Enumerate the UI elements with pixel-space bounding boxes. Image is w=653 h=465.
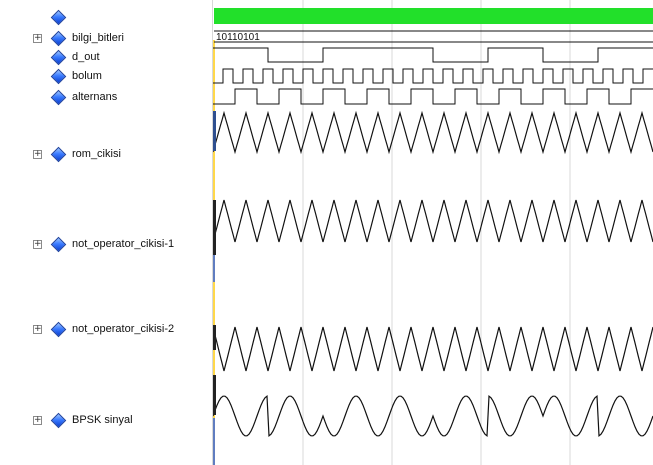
signal-name: not_operator_cikisi-1	[72, 238, 175, 250]
marker-bar	[213, 200, 216, 255]
signal-icon	[50, 30, 67, 47]
signal-row-not-operator-cikisi-1[interactable]: + not_operator_cikisi-1	[0, 236, 213, 253]
bilgi-bitleri-bus: 10110101	[214, 30, 653, 43]
signal-row-d-out[interactable]: d_out	[0, 49, 213, 66]
signal-name: d_out	[72, 51, 100, 63]
bus-value-text: 10110101	[216, 32, 260, 43]
wave-canvas[interactable]: 10110101	[213, 0, 653, 465]
signal-icon	[50, 9, 67, 26]
expand-icon[interactable]: +	[33, 33, 42, 43]
signal-icon	[50, 412, 67, 429]
d-out-wave	[213, 47, 653, 63]
signal-icon	[50, 321, 67, 338]
signal-icon	[50, 146, 67, 163]
expand-icon[interactable]: +	[33, 149, 42, 159]
signal-icon	[50, 89, 67, 106]
signal-icon	[50, 49, 67, 66]
not-operator-cikisi-1-wave	[213, 199, 653, 243]
signal-name: bolum	[72, 70, 102, 82]
signal-name: not_operator_cikisi-2	[72, 323, 175, 335]
signal-row-bilgi-bitleri[interactable]: + bilgi_bitleri	[0, 30, 213, 47]
marker-bar	[213, 111, 216, 151]
bpsk-sinyal-wave	[213, 394, 653, 438]
signal-icon	[50, 236, 67, 253]
marker-bar	[213, 375, 216, 415]
expand-icon[interactable]: +	[33, 415, 42, 425]
not-operator-cikisi-2-wave	[213, 326, 653, 372]
top-signal-bar	[214, 8, 653, 24]
signal-name: bilgi_bitleri	[72, 32, 124, 44]
marker-bar	[213, 325, 216, 350]
alternans-wave	[213, 88, 653, 105]
expand-icon[interactable]: +	[33, 239, 42, 249]
signal-row-alternans[interactable]: alternans	[0, 89, 213, 106]
signal-icon	[50, 68, 67, 85]
signal-row-bpsk-sinyal[interactable]: + BPSK sinyal	[0, 412, 213, 429]
signal-name: rom_cikisi	[72, 148, 121, 160]
signal-row-not-operator-cikisi-2[interactable]: + not_operator_cikisi-2	[0, 321, 213, 338]
signal-list: + bilgi_bitleri d_out bolum alternans + …	[0, 0, 213, 465]
expand-icon[interactable]: +	[33, 324, 42, 334]
bolum-wave	[213, 68, 653, 84]
wave-window[interactable]: 10110101	[213, 0, 653, 465]
rom-cikisi-wave	[213, 110, 653, 155]
signal-row-rom-cikisi[interactable]: + rom_cikisi	[0, 146, 213, 163]
signal-row-top[interactable]	[0, 9, 213, 26]
signal-name: BPSK sinyal	[72, 414, 133, 426]
signal-name: alternans	[72, 91, 118, 103]
signal-row-bolum[interactable]: bolum	[0, 68, 213, 85]
